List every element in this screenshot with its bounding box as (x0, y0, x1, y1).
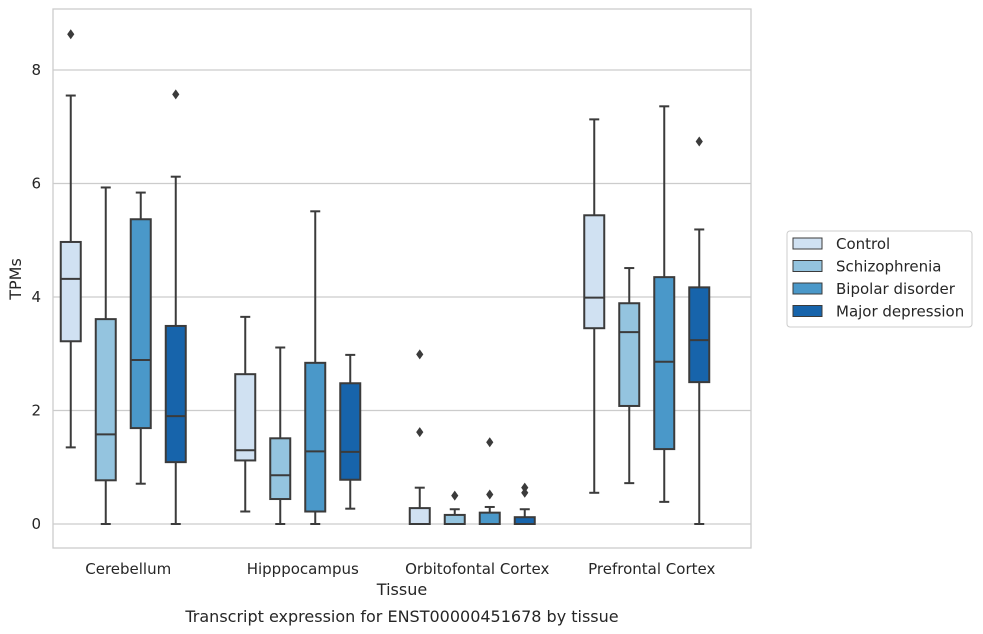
legend-label: Major depression (836, 303, 964, 321)
outlier-marker (695, 136, 703, 147)
iqr-box (304, 361, 327, 513)
legend-swatch (792, 260, 823, 272)
iqr-box (59, 240, 82, 343)
iqr-box (129, 218, 152, 430)
y-tick-label: 4 (31, 288, 41, 306)
iqr-box (269, 437, 292, 501)
iqr-box (583, 214, 606, 330)
outlier-marker (451, 490, 459, 501)
box-schizophrenia (269, 346, 292, 525)
legend-label: Control (836, 235, 890, 253)
iqr-box (513, 516, 536, 526)
y-tick-label: 0 (31, 515, 41, 533)
outlier-marker (67, 29, 75, 40)
box-schizophrenia (94, 186, 117, 525)
outlier-marker (521, 487, 529, 498)
box-control (583, 118, 606, 494)
box-major-depression (164, 89, 187, 525)
iqr-box (234, 373, 257, 462)
grid-lines (53, 69, 751, 525)
iqr-box (164, 324, 187, 464)
x-axis-ticks: Cerebellum Hipppocampus Orbitofontal Corte… (85, 560, 715, 578)
legend: Control Schizophrenia Bipolar disorder Majo… (786, 230, 973, 328)
legend-swatch (792, 305, 823, 317)
iqr-box (618, 302, 641, 407)
outlier-marker (521, 482, 529, 493)
iqr-box (688, 286, 711, 384)
outlier-marker (486, 437, 494, 448)
plot-frame (52, 8, 752, 549)
box-major-depression (513, 482, 536, 526)
box-bipolar-disorder (478, 437, 501, 526)
plot-area (59, 29, 711, 526)
outlier-marker (416, 427, 424, 438)
box-control (59, 29, 82, 449)
box-bipolar-disorder (304, 210, 327, 525)
box-bipolar-disorder (129, 191, 152, 485)
box-control (234, 315, 257, 513)
iqr-box (339, 382, 362, 481)
x-tick-label: Prefrontal Cortex (588, 560, 715, 578)
box-major-depression (339, 353, 362, 510)
iqr-box (653, 276, 676, 451)
y-axis-ticks: 0 2 4 6 8 (31, 61, 41, 533)
box-major-depression (688, 136, 711, 525)
x-tick-label: Orbitofontal Cortex (405, 560, 549, 578)
outlier-marker (486, 489, 494, 500)
iqr-box (443, 513, 466, 525)
box-control (408, 349, 431, 525)
y-tick-label: 2 (31, 402, 41, 420)
figure-caption: Transcript expression for ENST0000045167… (184, 607, 618, 626)
outlier-marker (416, 349, 424, 360)
y-tick-label: 6 (31, 175, 41, 193)
box-schizophrenia (618, 267, 641, 485)
legend-label: Schizophrenia (836, 258, 941, 276)
x-tick-label: Cerebellum (85, 560, 171, 578)
legend-frame (786, 230, 973, 328)
x-tick-label: Hipppocampus (247, 560, 359, 578)
legend-swatch (792, 237, 823, 250)
x-axis-title: Tissue (376, 580, 427, 599)
iqr-box (478, 511, 501, 526)
box-bipolar-disorder (653, 105, 676, 503)
y-axis-title: TPMs (6, 258, 25, 301)
iqr-box (408, 507, 431, 525)
iqr-box (94, 318, 117, 482)
legend-label: Bipolar disorder (836, 280, 956, 298)
outlier-marker (172, 89, 180, 100)
box-schizophrenia (443, 490, 466, 525)
legend-swatch (792, 282, 823, 295)
y-tick-label: 8 (31, 61, 41, 79)
